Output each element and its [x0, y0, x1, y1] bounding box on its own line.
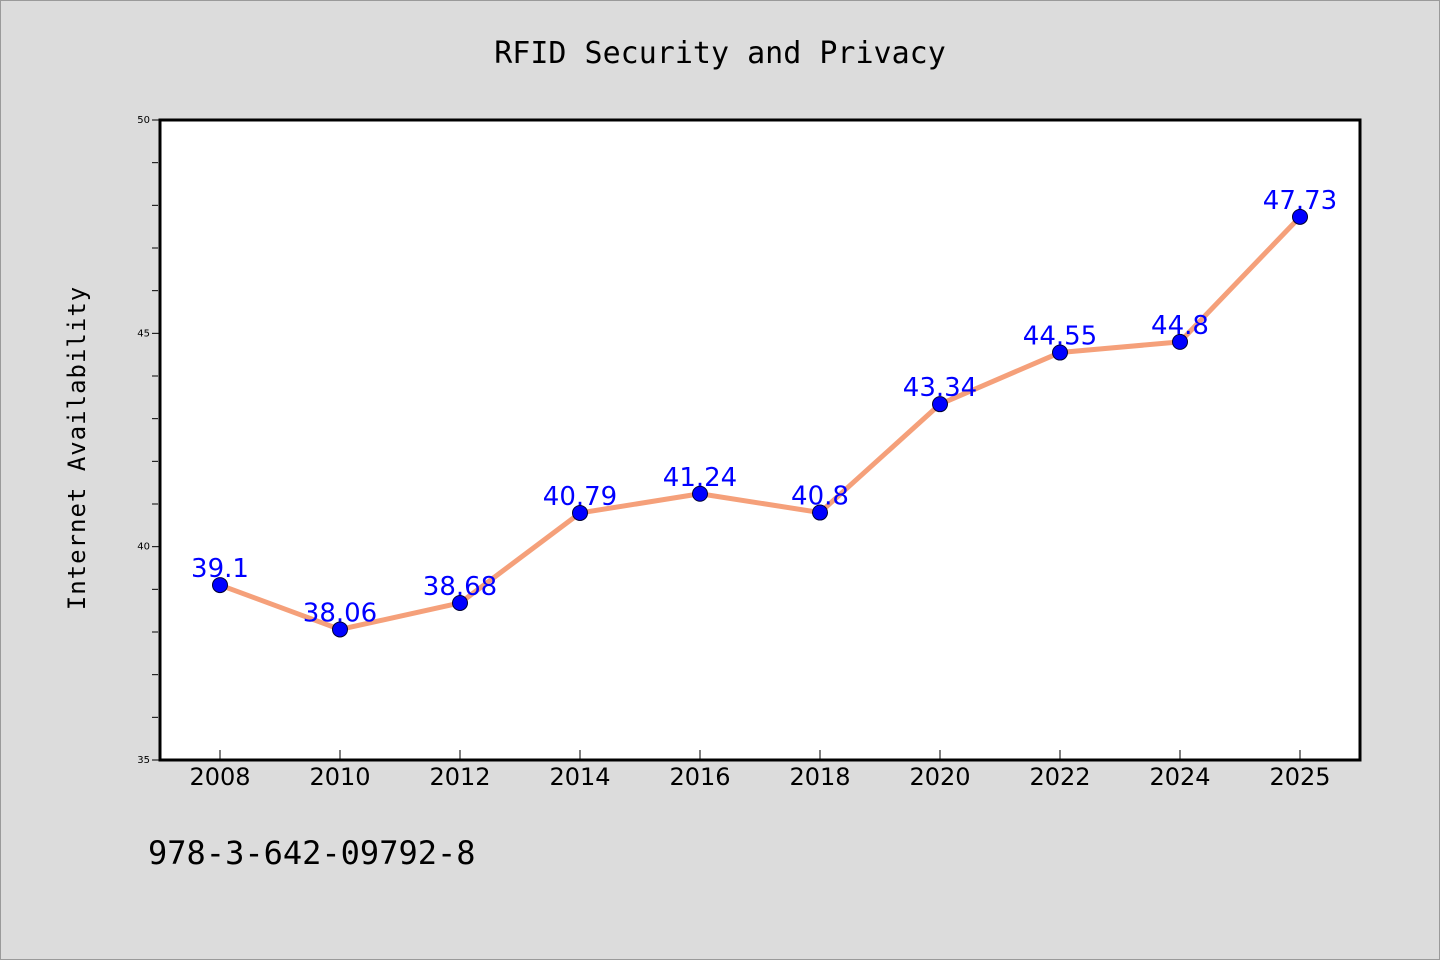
y-tick-label: 35: [137, 755, 150, 766]
data-point: [812, 504, 828, 521]
data-point: [1052, 344, 1068, 361]
y-axis-ticks: 35 40 45 50: [137, 115, 160, 766]
data-label: 39.1: [191, 554, 249, 584]
data-label: 43.34: [903, 373, 977, 403]
y-minor-ticks: [152, 162, 158, 718]
x-tick-label: 2016: [669, 763, 730, 791]
x-axis-ticks: 2008 2010 2012 2014 2016 2018 2020 2022 2024 2025: [189, 750, 1331, 791]
data-point: [932, 396, 948, 413]
x-tick-label: 2014: [549, 763, 610, 791]
data-label: 47.73: [1263, 186, 1337, 216]
data-point: [452, 594, 468, 611]
x-tick-label: 2025: [1269, 763, 1330, 791]
y-tick-label: 45: [137, 328, 150, 339]
y-tick-label: 40: [137, 542, 150, 553]
series-group: 39.1 38.06 38.68 40.79 41.24 40.8 43.34 44.55 44…: [191, 186, 1337, 638]
x-tick-label: 2012: [429, 763, 490, 791]
data-point: [692, 485, 708, 502]
data-point: [332, 621, 348, 638]
data-point: [1292, 208, 1308, 225]
data-point: [572, 504, 588, 521]
isbn-text: 978-3-642-09792-8: [148, 834, 476, 872]
x-tick-label: 2022: [1029, 763, 1090, 791]
data-label: 38.06: [303, 598, 377, 628]
x-tick-label: 2020: [909, 763, 970, 791]
plot-area: [158, 118, 1362, 762]
data-point: [1172, 333, 1188, 350]
data-label: 38.68: [423, 572, 497, 602]
x-tick-label: 2024: [1149, 763, 1210, 791]
data-label: 41.24: [663, 463, 737, 493]
y-tick-label: 50: [137, 115, 150, 126]
chart-title: RFID Security and Privacy: [494, 36, 946, 71]
data-point: [212, 577, 228, 594]
y-axis-label: Internet Availability: [63, 286, 91, 610]
x-tick-label: 2008: [189, 763, 250, 791]
data-label: 40.79: [543, 482, 617, 512]
data-label: 44.55: [1023, 322, 1097, 352]
x-tick-label: 2010: [309, 763, 370, 791]
x-tick-label: 2018: [789, 763, 850, 791]
series-line: [217, 214, 1303, 632]
data-label: 44.8: [1151, 311, 1209, 341]
data-label: 40.8: [791, 482, 849, 512]
